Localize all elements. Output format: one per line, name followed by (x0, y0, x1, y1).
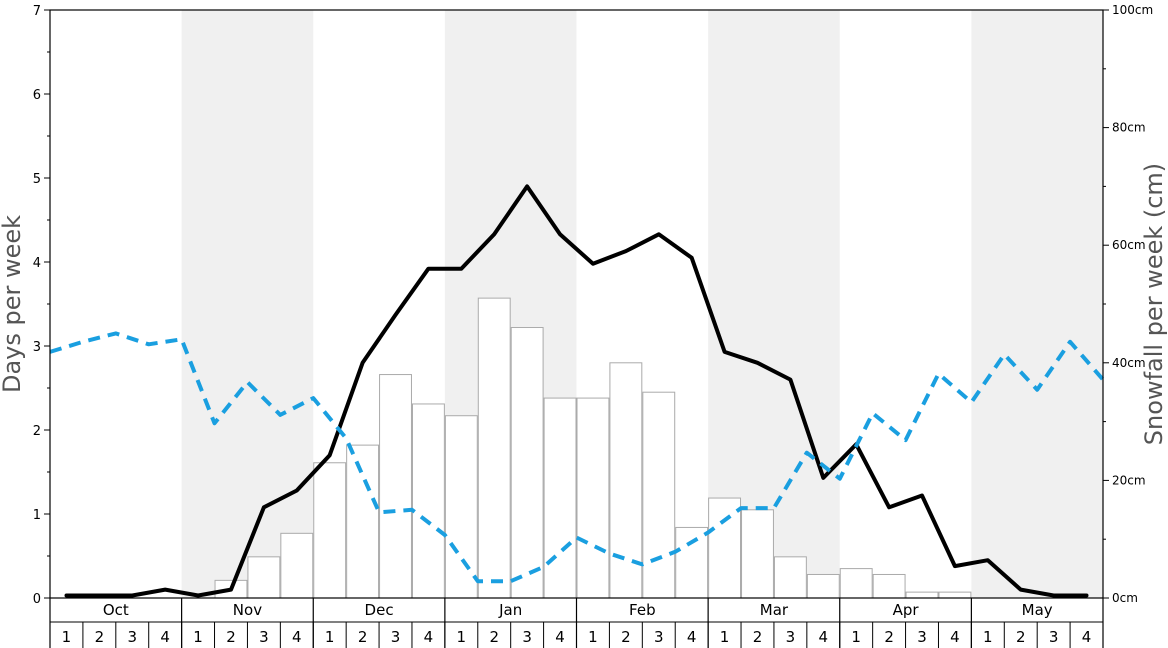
week-label: 2 (95, 628, 105, 646)
week-label: 4 (950, 628, 960, 646)
month-label: Mar (760, 601, 789, 619)
week-label: 4 (819, 628, 829, 646)
week-label: 2 (489, 628, 499, 646)
week-label: 4 (292, 628, 302, 646)
week-label: 2 (1016, 628, 1026, 646)
right-axis-title: Snowfall per week (cm) (1140, 163, 1168, 445)
week-label: 1 (851, 628, 861, 646)
week-label: 3 (654, 628, 664, 646)
week-label: 1 (983, 628, 993, 646)
week-label: 2 (753, 628, 763, 646)
week-label: 2 (358, 628, 368, 646)
right-tick-label: 80cm (1112, 121, 1146, 135)
week-label: 3 (786, 628, 796, 646)
left-tick-label: 2 (33, 424, 41, 439)
left-axis-title: Days per week (0, 215, 26, 393)
right-tick-label: 40cm (1112, 356, 1146, 370)
month-label: May (1022, 601, 1053, 619)
snowfall-bar (313, 462, 347, 599)
snowfall-bar (806, 573, 840, 599)
snowfall-bar (543, 397, 577, 599)
left-tick-label: 5 (33, 172, 41, 187)
month-label: Oct (103, 601, 129, 619)
snowfall-bars-layer (214, 297, 972, 599)
snowfall-bar (576, 397, 610, 599)
month-shade-nov (181, 10, 314, 598)
left-tick-label: 6 (33, 88, 41, 103)
snowfall-bar (346, 444, 380, 599)
lines-layer (49, 184, 1105, 598)
week-label: 3 (1049, 628, 1059, 646)
week-label: 4 (424, 628, 434, 646)
snowfall-bar (839, 568, 873, 599)
week-label: 1 (457, 628, 467, 646)
week-label: 3 (917, 628, 927, 646)
month-label: Jan (498, 601, 522, 619)
month-label: Feb (629, 601, 656, 619)
week-label: 3 (259, 628, 269, 646)
snowfall-bar (773, 556, 807, 599)
snowfall-bar (905, 591, 939, 599)
snowfall-bar (872, 573, 906, 599)
snowfall-bar (675, 526, 709, 599)
snow-days-line (64, 184, 1089, 598)
week-label: 4 (1082, 628, 1092, 646)
week-label: 1 (588, 628, 598, 646)
snowfall-bar (477, 297, 511, 599)
left-tick-label: 4 (33, 256, 41, 271)
week-label: 3 (391, 628, 401, 646)
week-label: 2 (884, 628, 894, 646)
week-label: 4 (160, 628, 170, 646)
month-label: Dec (365, 601, 394, 619)
week-label: 1 (325, 628, 335, 646)
week-label: 2 (226, 628, 236, 646)
week-label: 1 (62, 628, 72, 646)
week-label: 1 (720, 628, 730, 646)
month-label: Apr (893, 601, 920, 619)
axes-layer: 0 1 2 3 4 5 6 7 0cm 20cm 40cm 60cm 80cm 100cm Oct Nov De… (33, 3, 1153, 648)
left-tick-label: 1 (33, 508, 41, 523)
snowfall-bar (280, 532, 314, 599)
snowfall-bar (741, 509, 774, 599)
snowfall-bar (708, 497, 742, 599)
week-label: 3 (127, 628, 137, 646)
month-label: Nov (233, 601, 262, 619)
snowfall-bar (938, 591, 972, 599)
right-tick-label: 20cm (1112, 473, 1146, 487)
week-label: 4 (687, 628, 697, 646)
month-shade-may (971, 10, 1103, 598)
week-label: 2 (621, 628, 631, 646)
snowfall-bar (510, 327, 544, 599)
right-tick-label: 0cm (1112, 591, 1138, 605)
dashed-line (49, 331, 1105, 584)
snowfall-bar (609, 362, 643, 599)
week-label: 4 (555, 628, 565, 646)
week-label: 1 (193, 628, 203, 646)
week-label: 3 (522, 628, 532, 646)
snowfall-bar (379, 374, 412, 599)
snowfall-bar (247, 556, 281, 599)
snowfall-bar (444, 415, 478, 599)
snowfall-bar (642, 391, 676, 599)
right-tick-label: 60cm (1112, 238, 1146, 252)
left-tick-label: 7 (33, 4, 41, 19)
right-tick-label: 100cm (1112, 3, 1153, 17)
left-tick-label: 3 (33, 340, 41, 355)
snowfall-bar (411, 403, 445, 599)
left-tick-label: 0 (33, 592, 41, 607)
